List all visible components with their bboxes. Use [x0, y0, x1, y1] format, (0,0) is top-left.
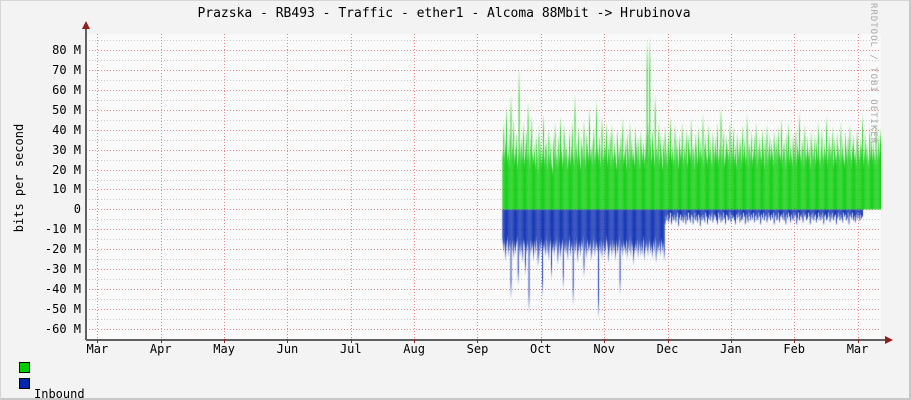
y-axis-arrow-icon: [82, 21, 90, 29]
x-axis-tick-label: Jul: [339, 342, 362, 356]
x-axis-tick-label: Jun: [276, 342, 299, 356]
x-axis-tick-label: Apr: [149, 342, 172, 356]
rrdtool-watermark: RRDTOOL / TOBI OETIKER: [868, 3, 878, 145]
x-axis-tick-mark: [414, 339, 415, 343]
x-axis-tick-mark: [351, 339, 352, 343]
y-axis-tick-label: 30 M: [52, 142, 81, 157]
legend-label-inbound: Inbound: [34, 387, 85, 400]
x-axis-tick-mark: [224, 339, 225, 343]
legend-swatch-inbound: [19, 362, 30, 373]
x-axis-tick-mark: [477, 339, 478, 343]
x-axis-tick-label: Feb: [783, 342, 806, 356]
x-axis-tick-label: Oct: [529, 342, 552, 356]
x-axis-tick-label: Jan: [720, 342, 742, 356]
y-axis-tick-label: 0: [73, 202, 81, 217]
x-axis-tick-label: Aug: [403, 342, 425, 356]
x-axis-tick-label: Nov: [593, 342, 616, 356]
legend-row-outbound: Outbound Current: 3.85 M Average: 13.68 …: [1, 375, 909, 391]
y-axis-tick-label: 20 M: [52, 162, 81, 177]
x-axis-line: [86, 339, 886, 341]
y-axis-tick-label: 40 M: [52, 122, 81, 137]
y-axis-tick-label: 10 M: [52, 182, 81, 197]
x-axis-tick-mark: [287, 339, 288, 343]
y-axis-tick-label: -20 M: [44, 242, 81, 257]
x-axis-tick-mark: [161, 339, 162, 343]
x-axis-tick-mark: [541, 339, 542, 343]
x-axis-tick-mark: [794, 339, 795, 343]
traffic-series-canvas: [86, 34, 881, 339]
x-axis-tick-mark: [668, 339, 669, 343]
x-axis-tick-mark: [97, 339, 98, 343]
x-axis-tick-label: Mar: [846, 342, 869, 356]
legend-row-inbound: Inbound Current: 41.47 M Average: 35.69 …: [1, 359, 909, 398]
y-axis-tick-label: -30 M: [44, 262, 81, 277]
y-axis-line: [85, 28, 87, 340]
x-axis-tick-label: May: [213, 342, 235, 356]
y-axis-tick-label: 50 M: [52, 102, 81, 117]
y-axis-tick-label: -40 M: [44, 282, 81, 297]
x-axis-arrow-icon: [885, 336, 893, 344]
x-axis-tick-mark: [858, 339, 859, 343]
x-axis-tick-label: Mar: [86, 342, 109, 356]
y-axis-tick-label: 80 M: [52, 42, 81, 57]
x-axis-tick-label: Dec: [656, 342, 679, 356]
y-axis-tick-label: -60 M: [44, 322, 81, 337]
legend-swatch-outbound: [19, 378, 30, 389]
page-title: Prazska - RB493 - Traffic - ether1 - Alc…: [197, 6, 691, 21]
x-axis-tick-mark: [731, 339, 732, 343]
y-axis-tick-label: 60 M: [52, 82, 81, 97]
y-axis-tick-label: -50 M: [44, 302, 81, 317]
plot-area: [86, 34, 881, 339]
legend: Inbound Current: 41.47 M Average: 35.69 …: [1, 359, 909, 398]
x-axis-tick-label: Sep: [466, 342, 489, 356]
x-axis-tick-mark: [604, 339, 605, 343]
y-axis-tick-labels: 80 M 70 M 60 M 50 M 40 M 30 M 20 M 10 M 0 -10 M -2…: [1, 1, 81, 398]
y-axis-tick-label: 70 M: [52, 62, 81, 77]
y-axis-tick-label: -10 M: [44, 222, 81, 237]
